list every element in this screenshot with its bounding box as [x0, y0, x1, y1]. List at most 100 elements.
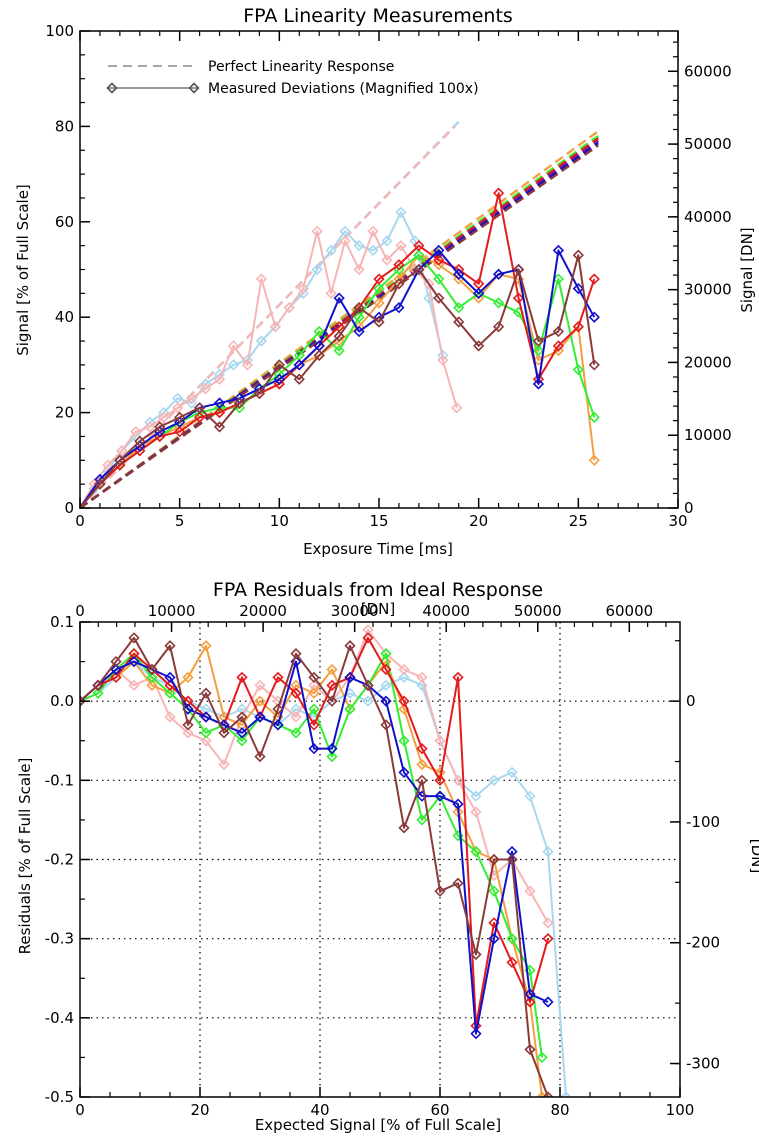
data-point-green — [236, 735, 248, 747]
series-line-blue — [80, 660, 549, 1035]
data-point-blue — [542, 996, 554, 1008]
data-point-pink — [200, 735, 212, 747]
series-group — [80, 187, 600, 508]
data-point-blue — [572, 282, 584, 295]
data-point-green — [492, 297, 505, 309]
series-line-pink — [80, 230, 458, 508]
y2-tick-label: -200 — [686, 934, 720, 952]
data-point-blue — [470, 1028, 482, 1040]
data-point-blue — [393, 302, 405, 314]
data-point-brown — [393, 278, 405, 290]
series-line-red — [80, 636, 549, 1027]
series-group — [80, 624, 572, 1097]
data-point-green — [572, 364, 584, 376]
data-point-pink — [381, 254, 393, 266]
x-tick-label: 25 — [569, 512, 588, 530]
data-point-green — [353, 311, 365, 323]
data-point-brown — [164, 640, 176, 652]
data-point-pink — [290, 711, 302, 723]
data-point-lightblue — [470, 790, 482, 802]
data-point-orange — [326, 663, 338, 676]
data-point-brown — [452, 877, 464, 889]
y-tick-label: -0.2 — [45, 851, 74, 869]
chart2-ylabel: Residuals [% of Full Scale] — [16, 758, 34, 955]
data-point-pink — [325, 287, 337, 299]
data-point-pink — [241, 359, 254, 371]
series-line-blue — [80, 249, 596, 508]
data-point-pink — [164, 711, 176, 723]
data-point-blue — [488, 933, 500, 945]
plot-frame — [79, 30, 679, 509]
data-point-brown — [362, 679, 374, 691]
x-tick-label: 30 — [668, 512, 687, 530]
x2-tick-label: 60000 — [605, 602, 653, 620]
x2-tick-label: 50000 — [514, 602, 562, 620]
data-point-pink — [524, 885, 536, 897]
data-point-blue — [200, 711, 212, 723]
data-point-blue — [344, 671, 356, 684]
data-point-pink — [451, 402, 463, 414]
data-point-brown — [308, 671, 320, 684]
chart1-xlabel: Exposure Time [ms] — [303, 540, 453, 558]
y2-tick-label: 60000 — [684, 62, 732, 80]
data-point-red — [492, 187, 505, 199]
data-point-brown — [146, 663, 158, 676]
data-point-green — [146, 671, 158, 684]
series-line-green — [80, 254, 596, 508]
data-point-blue — [254, 711, 266, 723]
data-point-red — [434, 774, 446, 786]
data-point-green — [344, 703, 356, 715]
x-tick-label: 5 — [175, 512, 185, 530]
data-point-lightblue — [185, 397, 198, 409]
series-line-red — [80, 192, 596, 508]
data-point-brown — [353, 302, 365, 314]
data-point-red — [193, 411, 206, 424]
data-point-lightblue — [353, 240, 365, 252]
data-point-green — [532, 344, 545, 357]
data-point-blue — [434, 790, 446, 802]
legend-diamond-left — [106, 82, 118, 94]
data-point-brown — [134, 435, 146, 447]
data-point-pink — [423, 278, 435, 290]
data-point-brown — [200, 687, 212, 699]
data-point-blue — [213, 397, 226, 409]
data-point-pink — [255, 273, 268, 285]
data-point-green — [506, 933, 518, 945]
data-point-pink — [130, 426, 142, 438]
y2-tick-label: 30000 — [684, 281, 732, 299]
data-point-pink — [542, 917, 554, 929]
data-point-red — [326, 679, 338, 691]
data-point-pink — [128, 679, 140, 691]
data-point-brown — [272, 703, 284, 715]
data-point-brown — [413, 263, 425, 276]
data-point-blue — [552, 244, 565, 257]
linearity-chart: FPA Linearity Measurements Exposure Time… — [14, 5, 756, 558]
data-point-green — [333, 344, 345, 357]
data-point-blue — [164, 671, 176, 684]
data-point-lightblue — [542, 845, 554, 858]
x-tick-label: 80 — [550, 1101, 569, 1119]
data-point-brown — [128, 632, 140, 644]
data-point-pink — [452, 774, 464, 786]
data-point-brown — [253, 387, 266, 400]
data-point-pink — [218, 758, 230, 771]
data-point-pink — [227, 340, 240, 352]
x-tick-label: 100 — [666, 1101, 695, 1119]
data-point-brown — [326, 695, 338, 707]
data-point-pink — [185, 392, 198, 404]
chart2-title: FPA Residuals from Ideal Response — [213, 579, 543, 601]
data-point-pink — [353, 263, 365, 276]
series-line-green — [80, 652, 543, 1058]
data-point-pink — [395, 240, 407, 252]
data-point-brown — [290, 648, 302, 660]
data-point-brown — [233, 397, 246, 409]
data-point-pink — [172, 402, 184, 414]
y2-tick-label: -300 — [686, 1055, 720, 1073]
y2-tick-label: 0 — [684, 499, 694, 517]
data-point-lightblue — [416, 679, 428, 691]
data-point-lightblue — [311, 263, 323, 276]
data-point-brown — [193, 402, 206, 414]
series-line-pink — [80, 628, 549, 924]
x2-tick-label: 0 — [75, 602, 85, 620]
data-point-blue — [293, 359, 305, 371]
